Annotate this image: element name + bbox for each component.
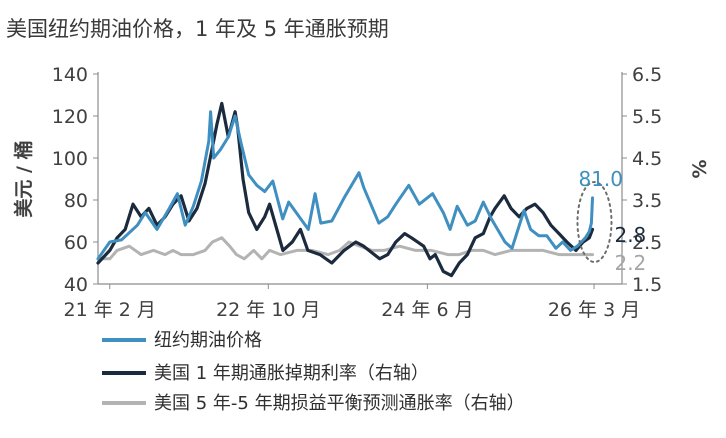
y2-axis-title: %: [689, 159, 711, 178]
axes: 40 60 80 100 120 140 1.5 2.5 3.5 4.5 5.5 6.5 21 年 2 …: [12, 64, 711, 321]
oil-end-label: 81.0: [578, 167, 623, 191]
left-tick-label: 140: [52, 64, 88, 86]
right-tick-label: 2.5: [632, 232, 662, 254]
series-line-0: [96, 110, 594, 261]
x-tick-label: 22 年 10 月: [216, 299, 320, 321]
x-tick-label: 26 年 3 月: [548, 299, 640, 321]
x-tick-label: 21 年 2 月: [64, 299, 156, 321]
y-axis-title: 美元 / 桶: [12, 140, 35, 217]
left-tick-label: 80: [64, 190, 88, 212]
chart-title: 美国纽约期油价格，1 年及 5 年通胀预期: [6, 17, 389, 41]
left-tick-label: 40: [64, 274, 88, 296]
right-tick-label: 3.5: [632, 190, 662, 212]
left-tick-label: 100: [52, 148, 88, 170]
breakeven-end-label: 2.2: [614, 251, 646, 275]
swap-end-label: 2.8: [614, 223, 646, 247]
series-line-1: [96, 101, 595, 278]
right-tick-label: 5.5: [632, 106, 662, 128]
left-tick-label: 60: [64, 232, 88, 254]
left-tick-label: 120: [52, 106, 88, 128]
legend-label-1: 美国 1 年期通胀掉期利率（右轴）: [154, 363, 429, 384]
right-tick-label: 1.5: [632, 274, 662, 296]
annotations: 81.0 2.8 2.2: [576, 167, 646, 275]
highlight-ellipse: [576, 181, 613, 263]
x-tick-label: 24 年 6 月: [381, 299, 473, 321]
right-tick-label: 6.5: [632, 64, 662, 86]
legend-label-2: 美国 5 年-5 年期损益平衡预测通胀率（右轴）: [154, 393, 525, 414]
right-tick-label: 4.5: [632, 148, 662, 170]
legend-label-0: 纽约期油价格: [154, 330, 262, 351]
plot-area: [96, 101, 595, 278]
